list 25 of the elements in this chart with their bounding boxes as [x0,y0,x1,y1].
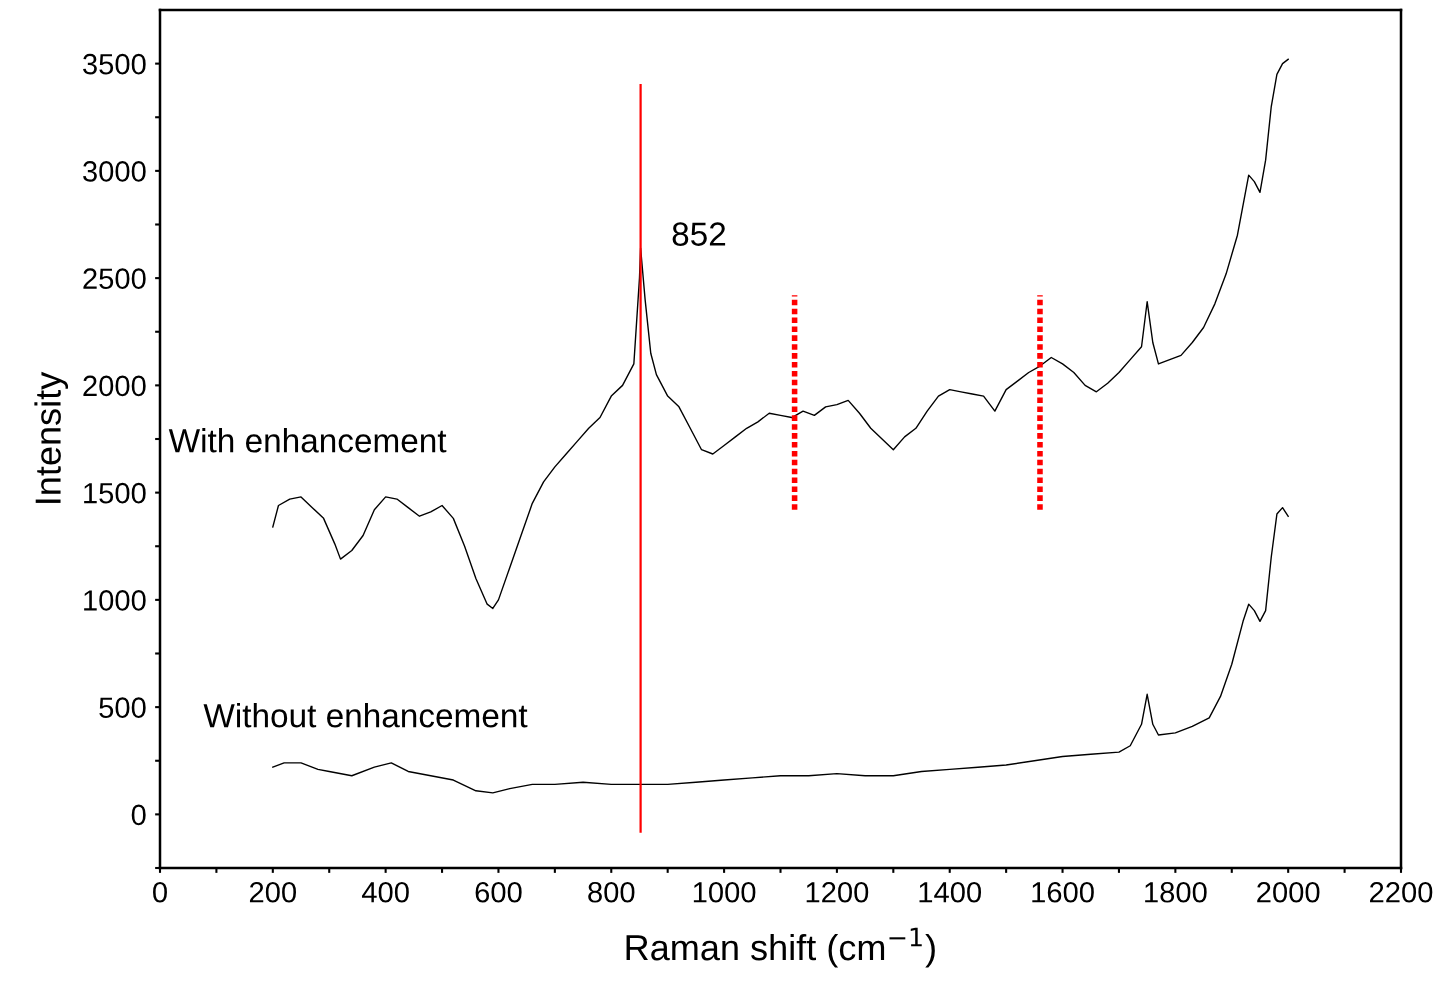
x-tick-label: 800 [588,881,635,903]
x-tick-label: 1800 [1145,881,1207,903]
x-tick-label: 0 [153,881,167,903]
x-tick-label: 2000 [1257,881,1320,903]
y-tick-label: 500 [99,697,146,718]
x-tick-label: 200 [249,881,297,903]
y-tick-label: 0 [131,804,146,826]
series-label: With enhancement [168,428,447,453]
x-tick-label: 600 [475,881,522,903]
y-tick-label: 1000 [84,590,146,611]
y-tick-label: 3500 [83,53,146,75]
series-label: Without enhancement [203,703,528,728]
x-tick-label: 1600 [1032,881,1094,903]
x-tick-label: 400 [361,881,409,903]
y-tick-label: 3000 [83,161,146,182]
x-axis-title: Raman shift (cm$^{−1}$) [626,927,935,968]
y-tick-label: 1500 [84,482,146,504]
y-tick-label: 2500 [83,268,146,289]
y-tick-label: 2000 [83,375,146,397]
x-tick-label: 1000 [693,881,756,903]
annotation: 852 [672,222,726,246]
x-tick-label: 1200 [806,881,869,903]
y-axis-title: Intensity [34,371,69,503]
x-tick-label: 2200 [1370,881,1433,903]
x-tick-label: 1400 [919,881,982,903]
